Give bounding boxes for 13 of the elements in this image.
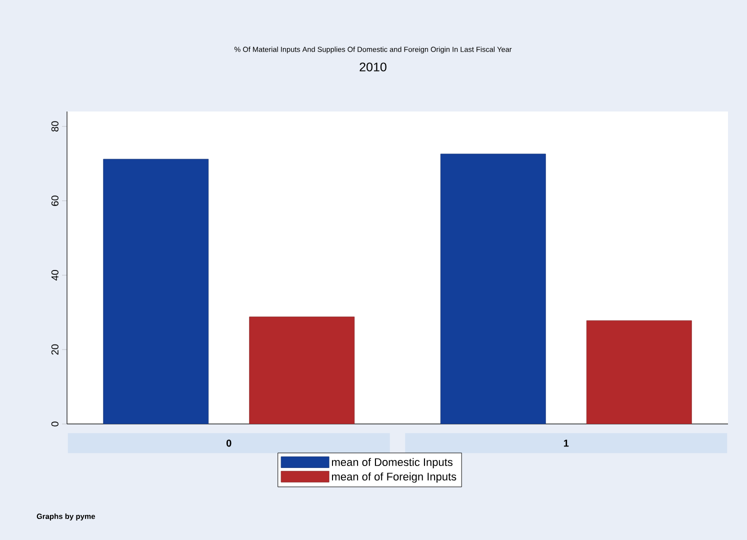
bar	[103, 158, 209, 424]
y-tick-label: 60	[51, 196, 58, 206]
legend-label: mean of of Foreign Inputs	[332, 472, 456, 483]
bar	[440, 154, 546, 424]
legend-label: mean of Domestic Inputs	[332, 458, 453, 468]
chart-subtitle: 2010	[360, 62, 386, 72]
x-tick-label: 1	[564, 440, 569, 447]
bar	[249, 316, 355, 424]
bar	[586, 320, 692, 424]
y-tick-label: 0	[51, 422, 58, 426]
y-tick-label: 40	[51, 270, 58, 281]
y-tick-label: 20	[51, 344, 58, 355]
y-tick-label: 80	[51, 121, 58, 132]
